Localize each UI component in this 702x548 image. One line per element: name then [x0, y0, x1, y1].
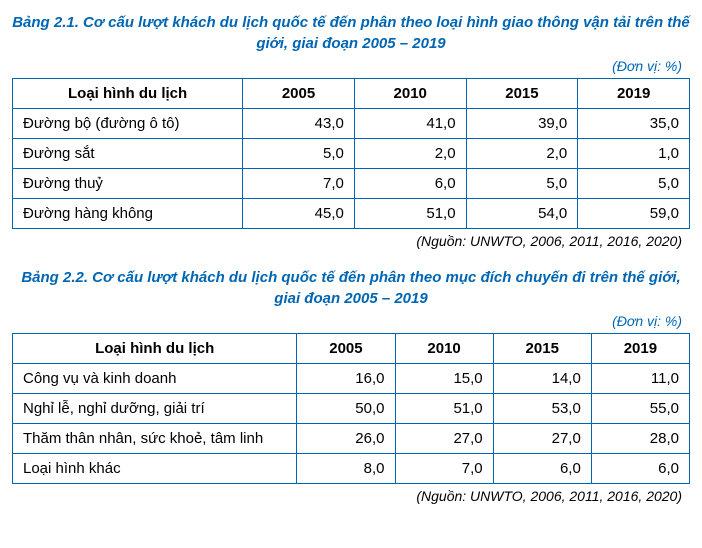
- cell-value: 43,0: [243, 109, 355, 139]
- row-label: Đường thuỷ: [13, 169, 243, 199]
- table2-header-label: Loại hình du lịch: [13, 334, 297, 364]
- cell-value: 35,0: [578, 109, 690, 139]
- cell-value: 54,0: [466, 199, 578, 229]
- cell-value: 6,0: [354, 169, 466, 199]
- table-row: Thăm thân nhân, sức khoẻ, tâm linh26,027…: [13, 424, 690, 454]
- cell-value: 5,0: [243, 139, 355, 169]
- table-row: Đường thuỷ7,06,05,05,0: [13, 169, 690, 199]
- cell-value: 6,0: [591, 454, 689, 484]
- table-row: Loại hình khác8,07,06,06,0: [13, 454, 690, 484]
- table2-unit: (Đơn vị: %): [12, 313, 690, 329]
- cell-value: 8,0: [297, 454, 395, 484]
- table1-year-2: 2015: [466, 79, 578, 109]
- cell-value: 51,0: [395, 394, 493, 424]
- cell-value: 15,0: [395, 364, 493, 394]
- table-block-1: Bảng 2.1. Cơ cấu lượt khách du lịch quốc…: [12, 12, 690, 249]
- table2-year-3: 2019: [591, 334, 689, 364]
- row-label: Nghỉ lễ, nghỉ dưỡng, giải trí: [13, 394, 297, 424]
- table2-source: (Nguồn: UNWTO, 2006, 2011, 2016, 2020): [12, 488, 690, 504]
- cell-value: 28,0: [591, 424, 689, 454]
- table1-header-row: Loại hình du lịch 2005 2010 2015 2019: [13, 79, 690, 109]
- table-row: Công vụ và kinh doanh16,015,014,011,0: [13, 364, 690, 394]
- cell-value: 27,0: [395, 424, 493, 454]
- cell-value: 59,0: [578, 199, 690, 229]
- cell-value: 41,0: [354, 109, 466, 139]
- cell-value: 5,0: [466, 169, 578, 199]
- table1-title: Bảng 2.1. Cơ cấu lượt khách du lịch quốc…: [12, 12, 690, 54]
- row-label: Loại hình khác: [13, 454, 297, 484]
- table1-unit: (Đơn vị: %): [12, 58, 690, 74]
- table1-year-1: 2010: [354, 79, 466, 109]
- cell-value: 39,0: [466, 109, 578, 139]
- cell-value: 1,0: [578, 139, 690, 169]
- cell-value: 6,0: [493, 454, 591, 484]
- row-label: Đường hàng không: [13, 199, 243, 229]
- table1: Loại hình du lịch 2005 2010 2015 2019 Đư…: [12, 78, 690, 229]
- cell-value: 16,0: [297, 364, 395, 394]
- table2-year-1: 2010: [395, 334, 493, 364]
- cell-value: 53,0: [493, 394, 591, 424]
- table2-body: Công vụ và kinh doanh16,015,014,011,0Ngh…: [13, 364, 690, 484]
- cell-value: 14,0: [493, 364, 591, 394]
- table1-header-label: Loại hình du lịch: [13, 79, 243, 109]
- cell-value: 7,0: [243, 169, 355, 199]
- cell-value: 5,0: [578, 169, 690, 199]
- table2-title: Bảng 2.2. Cơ cấu lượt khách du lịch quốc…: [12, 267, 690, 309]
- cell-value: 55,0: [591, 394, 689, 424]
- cell-value: 27,0: [493, 424, 591, 454]
- cell-value: 26,0: [297, 424, 395, 454]
- table-row: Đường sắt5,02,02,01,0: [13, 139, 690, 169]
- cell-value: 11,0: [591, 364, 689, 394]
- table-row: Đường bộ (đường ô tô)43,041,039,035,0: [13, 109, 690, 139]
- table2: Loại hình du lịch 2005 2010 2015 2019 Cô…: [12, 333, 690, 484]
- row-label: Đường sắt: [13, 139, 243, 169]
- cell-value: 45,0: [243, 199, 355, 229]
- cell-value: 51,0: [354, 199, 466, 229]
- table2-year-2: 2015: [493, 334, 591, 364]
- row-label: Thăm thân nhân, sức khoẻ, tâm linh: [13, 424, 297, 454]
- table-row: Đường hàng không45,051,054,059,0: [13, 199, 690, 229]
- table1-body: Đường bộ (đường ô tô)43,041,039,035,0Đườ…: [13, 109, 690, 229]
- table1-source: (Nguồn: UNWTO, 2006, 2011, 2016, 2020): [12, 233, 690, 249]
- table2-year-0: 2005: [297, 334, 395, 364]
- row-label: Công vụ và kinh doanh: [13, 364, 297, 394]
- table2-header-row: Loại hình du lịch 2005 2010 2015 2019: [13, 334, 690, 364]
- table1-year-0: 2005: [243, 79, 355, 109]
- cell-value: 2,0: [466, 139, 578, 169]
- table-block-2: Bảng 2.2. Cơ cấu lượt khách du lịch quốc…: [12, 267, 690, 504]
- table1-year-3: 2019: [578, 79, 690, 109]
- cell-value: 50,0: [297, 394, 395, 424]
- cell-value: 7,0: [395, 454, 493, 484]
- cell-value: 2,0: [354, 139, 466, 169]
- table-row: Nghỉ lễ, nghỉ dưỡng, giải trí50,051,053,…: [13, 394, 690, 424]
- row-label: Đường bộ (đường ô tô): [13, 109, 243, 139]
